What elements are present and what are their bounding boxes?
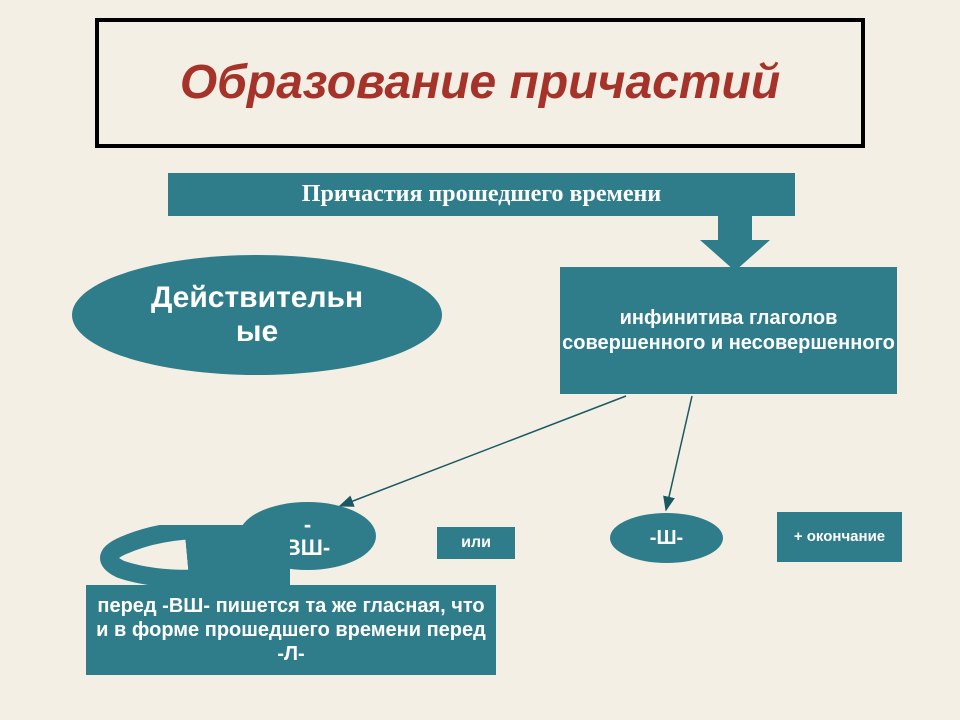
source-box: инфинитива глаголов совершенного и несов… <box>560 267 897 394</box>
curved-arrow-icon <box>90 525 290 585</box>
subtitle-box: Причастия прошедшего времени <box>168 173 795 216</box>
source-text: инфинитива глаголов совершенного и несов… <box>560 306 897 356</box>
suffix-oval-sh: -Ш- <box>610 513 723 563</box>
title-text: Образование причастий <box>180 57 780 110</box>
ending-box: + окончание <box>777 512 902 562</box>
suffix-vsh-text: -ВШ- <box>285 513 330 559</box>
suffix-sh-text: -Ш- <box>650 527 683 550</box>
active-ellipse: Действительные <box>72 255 442 375</box>
or-box: или <box>437 527 515 559</box>
note-box: перед -ВШ- пишется та же гласная, что и … <box>86 585 496 675</box>
title-box: Образование причастий <box>95 18 865 148</box>
subtitle-text: Причастия прошедшего времени <box>302 181 661 208</box>
ending-text: + окончание <box>794 528 885 545</box>
down-arrow-icon <box>700 216 770 271</box>
active-label: Действительные <box>151 281 363 350</box>
or-text: или <box>461 534 491 552</box>
note-text: перед -ВШ- пишется та же гласная, что и … <box>92 594 490 666</box>
